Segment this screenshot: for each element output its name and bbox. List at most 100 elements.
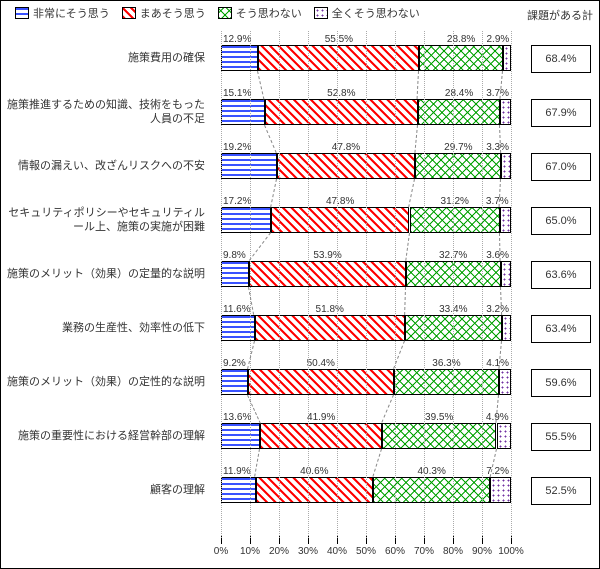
row-label: 情報の漏えい、改ざんリスクへの不安 xyxy=(1,139,211,193)
row-total: 55.5% xyxy=(531,423,591,451)
bar-segment: 19.2% xyxy=(221,153,277,179)
gridline xyxy=(453,31,454,538)
segment-value-label: 40.6% xyxy=(300,466,328,477)
legend-item: そう思わない xyxy=(218,5,302,21)
table-row: 業務の生産性、効率性の低下11.6%51.8%33.4%3.2%63.4% xyxy=(1,301,599,355)
bar-segment: 7.2% xyxy=(490,477,511,503)
gridline xyxy=(395,31,396,538)
gridline xyxy=(366,31,367,538)
bar-segment: 28.8% xyxy=(419,45,503,71)
segment-value-label: 55.5% xyxy=(325,34,353,45)
bar-segment: 28.4% xyxy=(418,99,500,125)
axis-tick-label: 50% xyxy=(356,546,376,557)
segment-value-label: 52.8% xyxy=(327,88,355,99)
bar-segment: 40.6% xyxy=(256,477,374,503)
segment-value-label: 29.7% xyxy=(444,142,472,153)
legend-label: そう思わない xyxy=(236,5,302,21)
bar-segment: 40.3% xyxy=(373,477,490,503)
segment-value-label: 3.6% xyxy=(486,250,509,261)
legend-label: まあそう思う xyxy=(140,5,206,21)
legend-item: まあそう思う xyxy=(122,5,206,21)
table-row: セキュリティポリシーやセキュリティルール上、施策の実施が困難 17.2% 47.8%… xyxy=(1,193,599,247)
bar-segment: 12.9% xyxy=(221,45,258,71)
gridline xyxy=(424,31,425,538)
axis-tick-label: 70% xyxy=(414,546,434,557)
row-label: セキュリティポリシーやセキュリティルール上、施策の実施が困難 xyxy=(1,193,211,247)
segment-value-label: 47.8% xyxy=(326,196,354,207)
legend-item: 全くそう思わない xyxy=(314,5,420,21)
segment-value-label: 40.3% xyxy=(417,466,445,477)
row-label: 施策推進するための知識、技術をもった人員の不足 xyxy=(1,85,211,139)
axis-tick-label: 30% xyxy=(298,546,318,557)
row-label: 施策の重要性における経営幹部の理解 xyxy=(1,409,211,463)
table-row: 施策のメリット（効果）の定性的な説明9.2%50.4%36.3%4.1%59.6… xyxy=(1,355,599,409)
bar-segment: 3.7% xyxy=(500,207,511,233)
row-total: 67.9% xyxy=(531,99,591,127)
gridline xyxy=(511,31,512,538)
gridline xyxy=(221,31,222,538)
bar-segment: 4.1% xyxy=(499,369,511,395)
legend-label: 非常にそう思う xyxy=(33,5,110,21)
row-total: 52.5% xyxy=(531,477,591,505)
axis-tick-label: 20% xyxy=(269,546,289,557)
segment-value-label: 19.2% xyxy=(223,142,251,153)
bar-segment: 13.6% xyxy=(221,423,260,449)
bar-segment: 9.8% xyxy=(221,261,249,287)
row-total: 63.4% xyxy=(531,315,591,343)
bar-segment: 53.9% xyxy=(249,261,405,287)
bar-segment: 39.5% xyxy=(382,423,497,449)
segment-value-label: 39.5% xyxy=(425,412,453,423)
bar-segment: 3.2% xyxy=(502,315,511,341)
table-row: 施策の重要性における経営幹部の理解13.6%41.9%39.5%4.9%55.5… xyxy=(1,409,599,463)
axis-tick-label: 60% xyxy=(385,546,405,557)
row-total: 68.4% xyxy=(531,45,591,73)
axis-tick-label: 0% xyxy=(214,546,228,557)
axis-tick-label: 10% xyxy=(240,546,260,557)
table-row: 施策推進するための知識、技術をもった人員の不足 15.1% 52.8% 28.4%3.… xyxy=(1,85,599,139)
bar-segment: 51.8% xyxy=(255,315,405,341)
bar-segment: 3.3% xyxy=(501,153,511,179)
row-label: 施策費用の確保 xyxy=(1,31,211,85)
stacked-bar-chart: 課題がある計 非常にそう思うまあそう思うそう思わない全くそう思わない 施策費用の… xyxy=(0,0,600,569)
axis-tick-label: 80% xyxy=(443,546,463,557)
legend: 非常にそう思う まあそう思う そう思わない 全くそう思わない xyxy=(1,1,599,23)
gridline xyxy=(337,31,338,538)
legend-swatch xyxy=(122,7,136,19)
segment-value-label: 17.2% xyxy=(223,196,251,207)
bar-segment: 3.6% xyxy=(501,261,511,287)
bar-segment: 3.7% xyxy=(500,99,511,125)
axis-tick-label: 100% xyxy=(498,546,524,557)
segment-value-label: 41.9% xyxy=(307,412,335,423)
row-total: 63.6% xyxy=(531,261,591,289)
gridline xyxy=(482,31,483,538)
legend-item: 非常にそう思う xyxy=(15,5,110,21)
segment-value-label: 50.4% xyxy=(307,358,335,369)
segment-value-label: 3.2% xyxy=(486,304,509,315)
bar-segment: 9.2% xyxy=(221,369,248,395)
segment-value-label: 15.1% xyxy=(223,88,251,99)
bar-segment: 15.1% xyxy=(221,99,265,125)
row-total: 59.6% xyxy=(531,369,591,397)
segment-value-label: 4.9% xyxy=(486,412,509,423)
segment-value-label: 3.7% xyxy=(486,196,509,207)
x-axis: 0%10%20%30%40%50%60%70%80%90%100% xyxy=(221,536,511,560)
gridline xyxy=(308,31,309,538)
table-row: 情報の漏えい、改ざんリスクへの不安19.2%47.8%29.7%3.3%67.0… xyxy=(1,139,599,193)
table-row: 顧客の理解11.9%40.6%40.3%7.2%52.5% xyxy=(1,463,599,517)
segment-value-label: 13.6% xyxy=(223,412,251,423)
legend-swatch xyxy=(15,7,29,19)
segment-value-label: 11.6% xyxy=(223,304,251,315)
segment-value-label: 9.2% xyxy=(223,358,246,369)
bar-segment: 36.3% xyxy=(394,369,499,395)
segment-value-label: 36.3% xyxy=(432,358,460,369)
segment-value-label: 11.9% xyxy=(223,466,251,477)
row-label: 施策のメリット（効果）の定量的な説明 xyxy=(1,247,211,301)
legend-label: 全くそう思わない xyxy=(332,5,420,21)
legend-swatch xyxy=(314,7,328,19)
bar-segment: 50.4% xyxy=(248,369,394,395)
gridline xyxy=(250,31,251,538)
row-total: 65.0% xyxy=(531,207,591,235)
bar-segment: 4.9% xyxy=(497,423,511,449)
axis-tick-label: 40% xyxy=(327,546,347,557)
chart-rows: 施策費用の確保12.9%55.5%28.8%2.9%68.4%施策推進するための… xyxy=(1,31,599,534)
